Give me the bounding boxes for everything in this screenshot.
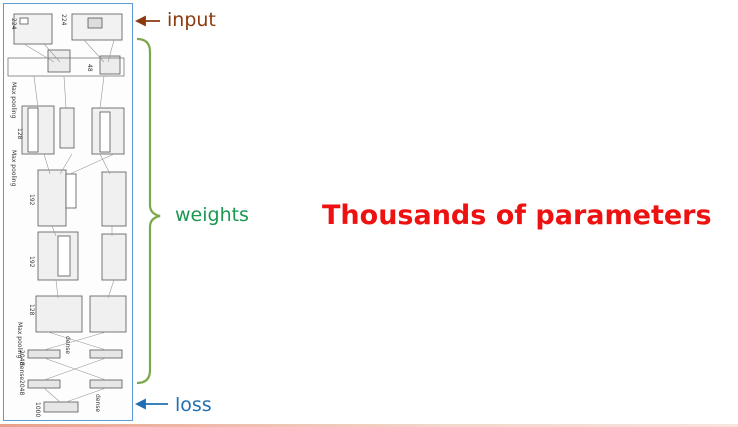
block-size-label: 192 — [28, 194, 35, 206]
conv2-block — [21, 105, 125, 155]
input-size-label: 224 — [10, 18, 17, 30]
loss-label: loss — [175, 394, 212, 416]
weights-bracket — [136, 37, 161, 385]
conv4-block — [37, 231, 127, 281]
network-diagram: 224 224 48 128 192 192 128 Max pooling M… — [7, 13, 127, 417]
dense-label: dense — [94, 394, 101, 412]
dense-size-label: 2048 — [18, 350, 25, 365]
network-diagram-frame: 224 224 48 128 192 192 128 Max pooling M… — [3, 3, 133, 421]
conv3-block — [37, 169, 127, 227]
input-image-slab-right — [71, 13, 123, 41]
block-size-label: 128 — [28, 304, 35, 316]
conv5-block — [35, 295, 127, 333]
network-size-labels: 224 224 48 128 192 192 128 Max pooling M… — [10, 14, 101, 417]
block-size-label: 48 — [86, 64, 93, 72]
pooling-label: Max pooling — [10, 150, 17, 187]
dense-size-label: 1000 — [34, 402, 41, 417]
weights-label: weights — [175, 204, 249, 226]
headline-text: Thousands of parameters — [322, 200, 712, 231]
block-size-label: 192 — [28, 256, 35, 268]
dense-size-label: 2048 — [18, 380, 25, 395]
connection-lines — [23, 39, 115, 403]
loss-arrow — [134, 398, 168, 410]
dense-label: dense — [64, 336, 71, 354]
slide-bottom-rule — [0, 424, 738, 427]
dense-label: dense — [18, 362, 25, 380]
input-arrow — [134, 15, 160, 27]
input-label: input — [167, 9, 216, 31]
pooling-label: Max pooling — [10, 82, 17, 119]
pooling-label: Max pooling — [16, 322, 23, 359]
input-image-slab-left — [13, 13, 53, 45]
input-size-label: 224 — [60, 14, 67, 26]
block-size-label: 128 — [16, 128, 23, 140]
